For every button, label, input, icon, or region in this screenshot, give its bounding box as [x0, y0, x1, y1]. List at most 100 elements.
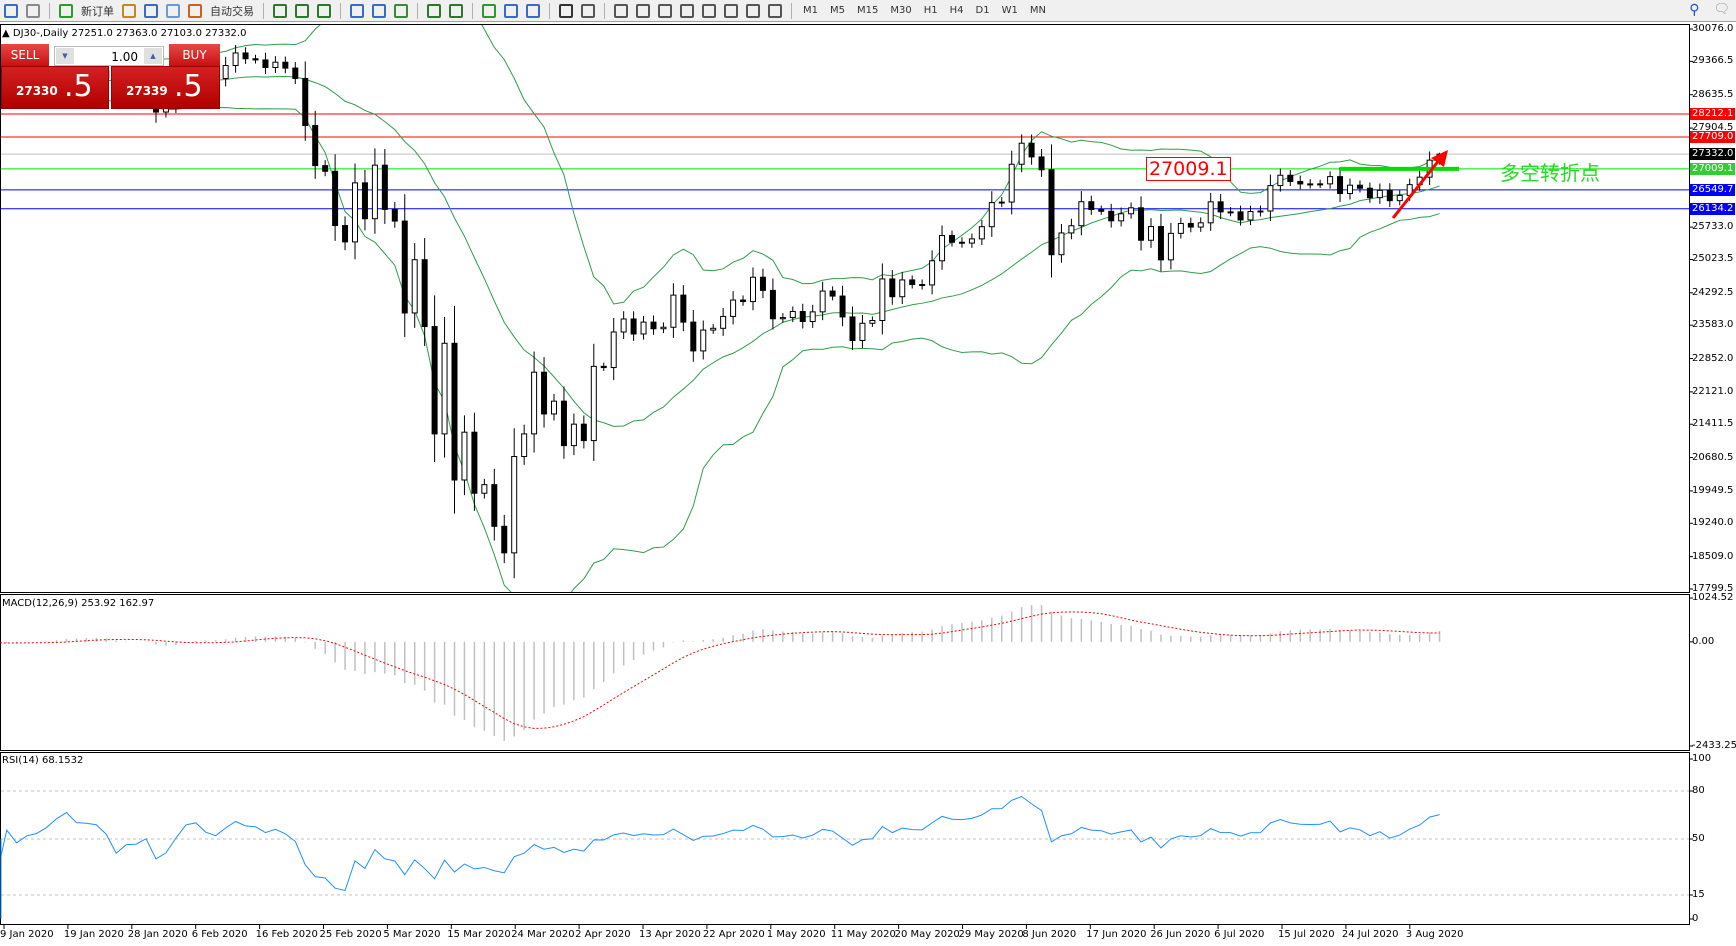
buy-button[interactable]: BUY	[169, 44, 220, 66]
candlestick-icon[interactable]	[293, 2, 311, 20]
candle	[899, 271, 906, 304]
candle-body	[1118, 213, 1125, 222]
chat-icon[interactable]: 🗨	[1713, 2, 1730, 17]
signals-icon[interactable]	[164, 2, 182, 20]
text-label-icon[interactable]	[744, 2, 762, 20]
timeframe-mn[interactable]: MN	[1029, 5, 1046, 16]
price-axis-label: 18509.0	[1692, 550, 1734, 562]
timeframe-h4[interactable]: H4	[949, 5, 964, 16]
data-icon[interactable]	[142, 2, 160, 20]
date-axis-label: 15 Mar 2020	[447, 929, 511, 940]
candle-body	[1207, 201, 1214, 224]
arrows-icon[interactable]	[766, 2, 784, 20]
candle-body	[1148, 226, 1154, 241]
new-order-button[interactable]: 新订单	[81, 4, 114, 18]
candle-body	[541, 371, 548, 415]
candle	[919, 279, 926, 290]
candle-body	[1227, 211, 1234, 214]
vertical-line-icon[interactable]	[612, 2, 630, 20]
timeframe-m15[interactable]: M15	[857, 5, 879, 16]
timeframe-w1[interactable]: W1	[1001, 5, 1018, 16]
new-order-icon[interactable]	[57, 2, 75, 20]
bar-chart-icon[interactable]	[271, 2, 289, 20]
candle	[968, 233, 975, 248]
candle	[232, 44, 239, 73]
zoom-in-icon[interactable]	[348, 2, 366, 20]
date-axis-label: 17 Jun 2020	[1086, 929, 1147, 940]
date-axis-label: 2 Apr 2020	[575, 929, 631, 940]
candle-body	[759, 276, 766, 291]
candle	[332, 154, 339, 241]
horizontal-line-icon[interactable]	[634, 2, 652, 20]
indicators-icon[interactable]	[480, 2, 498, 20]
candlestick-icon-glyph	[295, 3, 309, 18]
level-annotation-box[interactable]: 27009.1	[1146, 157, 1231, 181]
candle-body	[630, 318, 637, 335]
line-chart-icon[interactable]	[315, 2, 333, 20]
date-axis-label: 19 Jan 2020	[63, 929, 124, 940]
auto-trading-button[interactable]: 自动交易	[210, 4, 254, 18]
rsi-axis-label: 0	[1692, 913, 1699, 924]
price-axis-label: 19949.5	[1692, 484, 1734, 496]
buy-price-button[interactable]: 27339 .5	[111, 66, 220, 109]
candles	[3, 44, 1443, 579]
candle-body	[730, 299, 737, 317]
text-icon[interactable]	[722, 2, 740, 20]
candle-body	[511, 456, 518, 554]
lot-increase-button[interactable]: ▲	[144, 48, 162, 64]
candle	[630, 311, 637, 341]
templates-icon[interactable]	[524, 2, 542, 20]
candle	[809, 304, 816, 328]
candle	[1108, 203, 1115, 228]
price-axis-label: 22121.0	[1692, 385, 1734, 397]
tile-windows-icon[interactable]	[392, 2, 410, 20]
crosshair-icon[interactable]	[579, 2, 597, 20]
candle-body	[272, 61, 279, 68]
date-axis-label: 25 Feb 2020	[319, 929, 382, 940]
candle	[859, 314, 866, 348]
chart-ohlc: DJ30-,Daily 27251.0 27363.0 27103.0 2733…	[12, 28, 247, 39]
trendline-icon[interactable]	[656, 2, 674, 20]
fibonacci-icon-glyph	[702, 3, 716, 18]
channel-icon[interactable]	[678, 2, 696, 20]
timeframe-m1[interactable]: M1	[803, 5, 818, 16]
price-axis-label: 25733.0	[1692, 221, 1734, 233]
candle	[501, 514, 508, 564]
lot-decrease-button[interactable]: ▼	[56, 48, 74, 64]
timeframe-h1[interactable]: H1	[923, 5, 938, 16]
candle-body	[1128, 207, 1135, 215]
timeframe-d1[interactable]: D1	[975, 5, 990, 16]
candle-body	[889, 278, 896, 298]
sell-price-button[interactable]: 27330 .5	[1, 66, 109, 109]
candle-body	[640, 321, 647, 335]
text-label-icon-glyph	[746, 3, 760, 18]
candle-body	[242, 52, 249, 60]
cursor-icon[interactable]	[557, 2, 575, 20]
zoom-out-icon[interactable]	[370, 2, 388, 20]
rsi-axis-label: 15	[1692, 889, 1705, 900]
candle	[1366, 182, 1373, 203]
turning-point-annotation[interactable]: 多空转折点	[1500, 161, 1600, 185]
toolbar-separator	[340, 2, 341, 19]
new-chart-icon[interactable]	[2, 2, 20, 20]
timeframe-m30[interactable]: M30	[890, 5, 912, 16]
candle	[1207, 192, 1214, 231]
metaeditor-icon-glyph	[122, 3, 136, 18]
macd-histogram	[6, 604, 1441, 741]
search-icon[interactable]: ⚲	[1689, 2, 1700, 18]
chart-shift-icon[interactable]	[447, 2, 465, 20]
candle	[1058, 223, 1065, 263]
timeframe-m5[interactable]: M5	[830, 5, 845, 16]
candle	[272, 56, 279, 73]
metaeditor-icon[interactable]	[120, 2, 138, 20]
fibonacci-icon[interactable]	[700, 2, 718, 20]
auto-trading-icon[interactable]	[186, 2, 204, 20]
level-tag: 26549.7	[1690, 183, 1735, 196]
navigator-icon[interactable]	[24, 2, 42, 20]
periods-icon[interactable]	[502, 2, 520, 20]
sell-button[interactable]: SELL	[1, 44, 49, 66]
autoscroll-icon[interactable]	[425, 2, 443, 20]
candle	[700, 320, 707, 360]
lot-size-input[interactable]: ▼ 1.00 ▲	[54, 46, 164, 66]
